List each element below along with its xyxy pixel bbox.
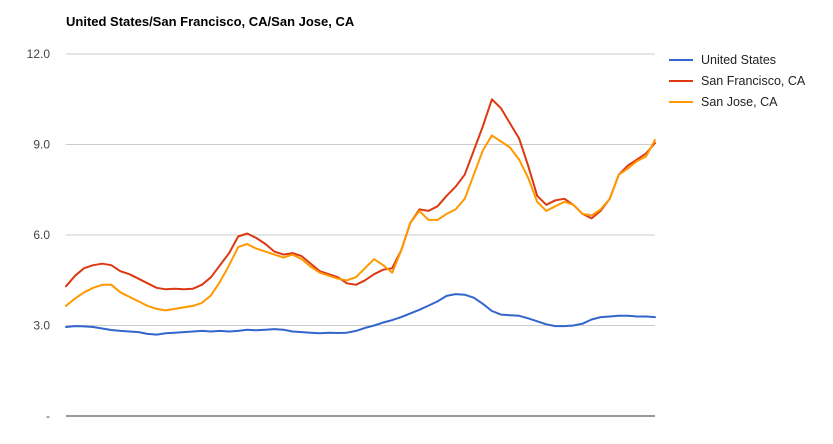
chart-title: United States/San Francisco, CA/San Jose… (66, 14, 355, 29)
series-lines (65, 98, 656, 336)
legend-item: San Francisco, CA (669, 74, 806, 88)
series-line-3 (65, 134, 656, 312)
y-axis-tick-labels: 12.0 9.0 6.0 3.0 - (27, 47, 51, 423)
legend: United States San Francisco, CA San Jose, … (669, 53, 806, 109)
y-tick-label: - (46, 409, 50, 423)
y-tick-label: 6.0 (33, 228, 50, 242)
legend-label: San Francisco, CA (701, 74, 806, 88)
series-line-1 (65, 293, 656, 336)
legend-item: United States (669, 53, 776, 67)
y-tick-label: 9.0 (33, 138, 50, 152)
legend-item: San Jose, CA (669, 95, 778, 109)
y-tick-label: 3.0 (33, 319, 50, 333)
legend-label: United States (701, 53, 776, 67)
legend-label: San Jose, CA (701, 95, 778, 109)
series-line-2 (65, 98, 656, 291)
y-tick-label: 12.0 (27, 47, 51, 61)
gridlines (66, 53, 655, 417)
